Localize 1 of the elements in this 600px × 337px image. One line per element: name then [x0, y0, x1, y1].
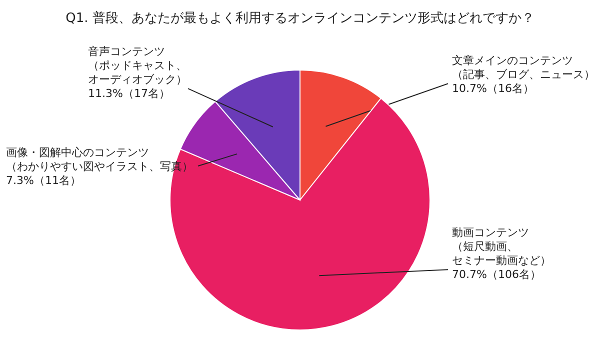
chart-title: Q1. 普段、あなたが最もよく利用するオンラインコンテンツ形式はどれですか？ — [66, 10, 534, 26]
